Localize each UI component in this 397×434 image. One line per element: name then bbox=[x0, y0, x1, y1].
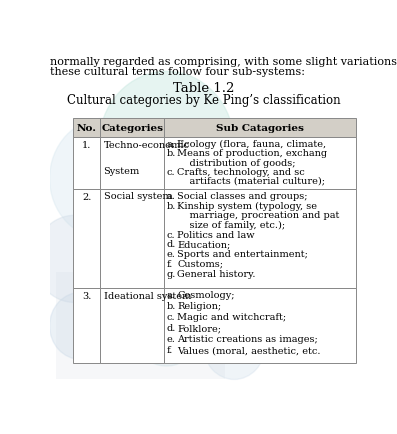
Text: g.: g. bbox=[167, 269, 176, 278]
Text: b.: b. bbox=[167, 149, 176, 158]
Text: Education;: Education; bbox=[177, 240, 230, 249]
Text: c.: c. bbox=[167, 230, 175, 239]
Text: Social system: Social system bbox=[104, 192, 171, 201]
Text: e.: e. bbox=[167, 250, 175, 259]
Circle shape bbox=[170, 233, 268, 339]
Text: Folklore;: Folklore; bbox=[177, 324, 221, 332]
Circle shape bbox=[34, 216, 114, 303]
Text: Values (moral, aesthetic, etc.: Values (moral, aesthetic, etc. bbox=[177, 346, 320, 355]
Text: Social classes and groups;: Social classes and groups; bbox=[177, 191, 308, 201]
Text: c.: c. bbox=[167, 167, 175, 176]
Text: d.: d. bbox=[167, 240, 176, 249]
Text: Politics and law: Politics and law bbox=[177, 230, 255, 239]
Text: Kinship system (typology, se: Kinship system (typology, se bbox=[177, 201, 317, 210]
Circle shape bbox=[50, 119, 160, 239]
Text: artifacts (material culture);: artifacts (material culture); bbox=[177, 176, 325, 185]
Circle shape bbox=[50, 293, 111, 359]
Circle shape bbox=[157, 135, 280, 269]
Text: these cultural terms follow four sub-systems:: these cultural terms follow four sub-sys… bbox=[50, 67, 304, 77]
Bar bbox=[100, 138, 164, 189]
Text: Means of production, exchang: Means of production, exchang bbox=[177, 149, 327, 158]
Text: 2.: 2. bbox=[82, 193, 91, 201]
Text: Sub Catagories: Sub Catagories bbox=[216, 124, 304, 133]
Text: normally regarded as comprising, with some slight variations. The variati: normally regarded as comprising, with so… bbox=[50, 57, 397, 67]
Text: 3.: 3. bbox=[82, 292, 91, 301]
Text: Table 1.2: Table 1.2 bbox=[173, 82, 234, 95]
Text: Techno-economic

System: Techno-economic System bbox=[104, 141, 189, 176]
Text: size of family, etc.);: size of family, etc.); bbox=[177, 220, 285, 230]
Text: Customs;: Customs; bbox=[177, 259, 223, 268]
Text: Cosmology;: Cosmology; bbox=[177, 290, 235, 299]
Text: No.: No. bbox=[77, 124, 96, 133]
Text: e.: e. bbox=[167, 335, 175, 344]
Bar bbox=[100, 189, 164, 289]
Bar bbox=[164, 119, 356, 138]
Text: a.: a. bbox=[167, 290, 175, 299]
Text: Crafts, technology, and sc: Crafts, technology, and sc bbox=[177, 167, 305, 176]
Bar bbox=[164, 189, 356, 289]
Bar bbox=[73, 189, 100, 289]
Circle shape bbox=[96, 219, 188, 319]
Text: a.: a. bbox=[167, 191, 175, 201]
Bar bbox=[164, 289, 356, 364]
Text: Sports and entertainment;: Sports and entertainment; bbox=[177, 250, 308, 259]
Bar bbox=[100, 119, 164, 138]
Text: d.: d. bbox=[167, 324, 176, 332]
Text: Artistic creations as images;: Artistic creations as images; bbox=[177, 335, 318, 344]
Circle shape bbox=[203, 313, 265, 380]
Bar bbox=[164, 138, 356, 189]
Bar bbox=[73, 138, 100, 189]
FancyBboxPatch shape bbox=[56, 273, 225, 380]
Circle shape bbox=[129, 286, 203, 366]
Text: Ideational system: Ideational system bbox=[104, 291, 191, 300]
Text: f.: f. bbox=[167, 259, 173, 268]
Bar bbox=[73, 119, 100, 138]
Text: b.: b. bbox=[167, 302, 176, 311]
Text: 1.: 1. bbox=[82, 141, 91, 150]
Bar bbox=[100, 289, 164, 364]
Text: Magic and witchcraft;: Magic and witchcraft; bbox=[177, 312, 286, 322]
Text: marriage, procreation and pat: marriage, procreation and pat bbox=[177, 211, 339, 220]
Text: distribution of goods;: distribution of goods; bbox=[177, 158, 295, 167]
Text: Religion;: Religion; bbox=[177, 302, 221, 311]
Text: c.: c. bbox=[167, 312, 175, 322]
Bar bbox=[73, 289, 100, 364]
Text: f.: f. bbox=[167, 346, 173, 355]
Text: b.: b. bbox=[167, 201, 176, 210]
Text: Cultural categories by Ke Ping’s classification: Cultural categories by Ke Ping’s classif… bbox=[67, 94, 340, 107]
Circle shape bbox=[99, 72, 234, 219]
Text: Ecology (flora, fauna, climate,: Ecology (flora, fauna, climate, bbox=[177, 140, 326, 149]
Text: General history.: General history. bbox=[177, 269, 256, 278]
Text: a.: a. bbox=[167, 140, 175, 149]
Text: Categories: Categories bbox=[101, 124, 163, 133]
